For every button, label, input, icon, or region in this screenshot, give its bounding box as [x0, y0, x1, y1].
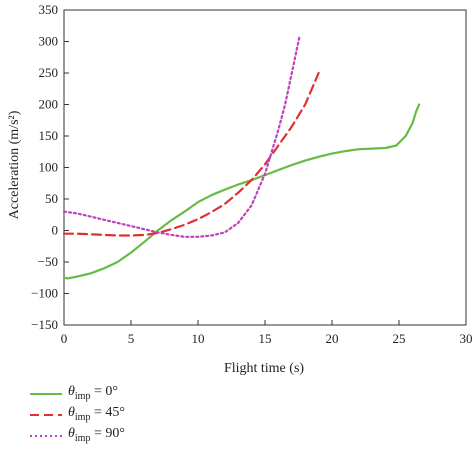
legend-sub-0: imp [74, 390, 91, 402]
legend-suffix-0: = 0° [90, 384, 118, 399]
legend-label-0: θimp = 0° [68, 384, 118, 402]
legend-label-2: θimp = 90° [68, 426, 125, 444]
legend-suffix-1: = 45° [90, 405, 125, 420]
y-tick-label-8: 250 [39, 65, 59, 80]
legend-label-1: θimp = 45° [68, 405, 125, 423]
y-tick-label-6: 150 [39, 128, 59, 143]
x-tick-label-0: 0 [61, 331, 68, 346]
plot-area: 0 5 10 15 20 25 30 −150 −100 −50 0 50 100 150 200 250 30… [31, 2, 472, 346]
y-tick-label-2: −50 [38, 254, 58, 269]
x-axis-label: Flight time (s) [224, 361, 304, 376]
y-tick-label-7: 200 [39, 97, 59, 112]
legend-swatch-1 [30, 414, 62, 416]
legend-symbol-2: θ [68, 426, 75, 441]
y-tick-label-0: −150 [31, 317, 58, 332]
legend-swatch-0 [30, 393, 62, 395]
series-line-1 [62, 71, 320, 237]
x-tick-label-6: 30 [460, 331, 473, 346]
y-tick-label-5: 100 [39, 160, 59, 175]
series-line-2 [62, 34, 301, 238]
y-axis-label: Acceleration (m/s²) [7, 110, 22, 219]
x-tick-label-3: 15 [259, 331, 272, 346]
legend-suffix-2: = 90° [90, 426, 125, 441]
series-line-0 [62, 103, 421, 280]
y-tick-label-4: 50 [45, 191, 58, 206]
legend-item-2: θimp = 90° [30, 426, 250, 446]
legend-symbol-0: θ [68, 384, 75, 399]
y-tick-label-9: 300 [39, 34, 59, 49]
chart-svg: 0 5 10 15 20 25 30 −150 −100 −50 0 50 100 150 200 250 30… [7, 2, 473, 376]
legend-symbol-1: θ [68, 405, 75, 420]
x-tick-label-4: 20 [326, 331, 339, 346]
y-tick-label-3: 0 [52, 223, 59, 238]
x-tick-label-2: 10 [192, 331, 205, 346]
y-tick-label-1: −100 [31, 286, 58, 301]
legend-sub-2: imp [74, 432, 91, 444]
x-tick-label-1: 5 [128, 331, 135, 346]
legend-swatch-2 [30, 435, 62, 437]
y-tick-label-10: 350 [39, 2, 59, 17]
x-tick-label-5: 25 [393, 331, 406, 346]
legend-sub-1: imp [74, 411, 91, 423]
legend-item-1: θimp = 45° [30, 405, 250, 425]
legend: θimp = 0° θimp = 45° θimp = 90° [30, 384, 250, 450]
legend-item-0: θimp = 0° [30, 384, 250, 404]
plot-frame [63, 9, 467, 326]
